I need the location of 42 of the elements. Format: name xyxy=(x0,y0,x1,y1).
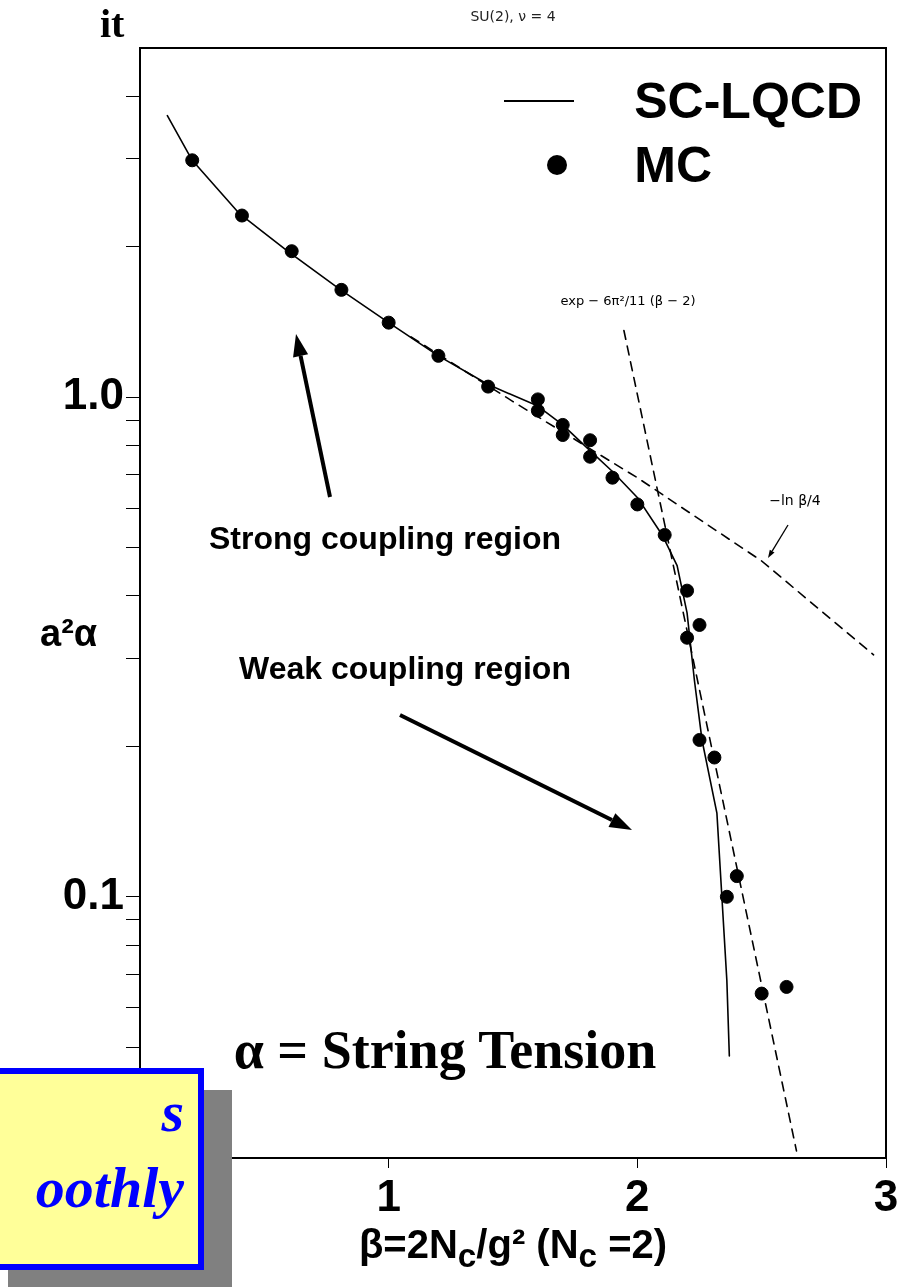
point xyxy=(657,527,672,542)
point xyxy=(530,392,545,407)
annotation: −ln β/4 xyxy=(769,492,821,508)
point xyxy=(692,732,707,747)
legend-label: SC-LQCD xyxy=(634,72,862,130)
annotation: Weak coupling region xyxy=(239,649,571,687)
point xyxy=(630,497,645,512)
point xyxy=(234,208,249,223)
annotation: oothly xyxy=(34,1154,185,1222)
point xyxy=(381,315,396,330)
point xyxy=(481,379,496,394)
point xyxy=(707,750,722,765)
point xyxy=(284,244,299,259)
y-tick-label: 1.0 xyxy=(62,369,124,419)
point xyxy=(334,282,349,297)
legend-label: MC xyxy=(634,136,712,194)
x-axis-title: β=2N$_{c}$/g² (N$_{c}$ =2) xyxy=(358,1222,668,1275)
annotation: exp − 6π²/11 (β − 2) xyxy=(560,292,696,308)
point xyxy=(185,153,200,168)
y-axis-title: a²α xyxy=(40,612,98,655)
point xyxy=(680,630,695,645)
annotation: α = String Tension xyxy=(233,1019,657,1081)
annotation: Strong coupling region xyxy=(209,519,561,557)
point xyxy=(754,986,769,1001)
point xyxy=(729,869,744,884)
point xyxy=(583,433,598,448)
annotation: s xyxy=(160,1078,185,1146)
text: it xyxy=(100,0,125,47)
point xyxy=(431,348,446,363)
y-tick-label: 0.1 xyxy=(62,868,124,918)
point xyxy=(680,583,695,598)
point xyxy=(605,470,620,485)
point xyxy=(583,449,598,464)
chart-title: SU(2), ν = 4 xyxy=(470,8,556,24)
point xyxy=(530,403,545,418)
point xyxy=(692,617,707,632)
x-tick-label: 1 xyxy=(376,1170,401,1220)
x-tick-label: 3 xyxy=(873,1170,899,1220)
point xyxy=(719,889,734,904)
point xyxy=(555,428,570,443)
point xyxy=(779,979,794,994)
x-tick-label: 2 xyxy=(625,1170,650,1220)
